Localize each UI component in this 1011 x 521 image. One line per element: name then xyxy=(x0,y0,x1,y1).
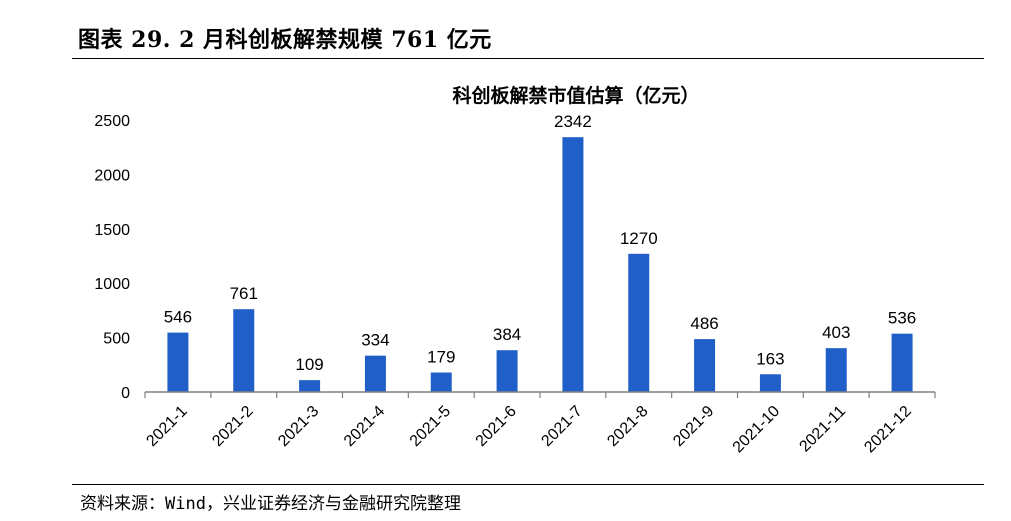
x-tick-label: 2021-10 xyxy=(730,403,784,457)
x-tick-label: 2021-7 xyxy=(538,403,585,450)
bar xyxy=(299,380,321,392)
x-tick-label: 2021-5 xyxy=(407,403,454,450)
data-label: 546 xyxy=(164,308,192,327)
x-tick-label: 2021-2 xyxy=(209,403,256,450)
data-label: 334 xyxy=(361,331,389,350)
data-label: 179 xyxy=(427,348,455,367)
title-rule xyxy=(72,58,984,59)
bar xyxy=(496,350,518,392)
data-label: 1270 xyxy=(620,229,658,248)
bar xyxy=(759,374,781,392)
data-label: 761 xyxy=(230,284,258,303)
x-tick-label: 2021-9 xyxy=(670,403,717,450)
data-label: 486 xyxy=(690,314,718,333)
y-axis-ticks: 0 500 1000 1500 2000 2500 xyxy=(94,113,130,402)
figure-title: 图表 29. 2 月科创板解禁规模 761 亿元 xyxy=(78,27,492,53)
x-tick-label: 2021-6 xyxy=(473,403,520,450)
bar xyxy=(430,372,452,392)
source-note: 资料来源：Wind，兴业证券经济与金融研究院整理 xyxy=(80,494,461,514)
y-tick-label: 1000 xyxy=(94,276,130,293)
bar xyxy=(562,137,584,392)
bar xyxy=(628,253,650,392)
x-tick-label: 2021-1 xyxy=(143,403,190,450)
data-label: 163 xyxy=(756,349,784,368)
y-tick-label: 500 xyxy=(103,331,130,348)
bar xyxy=(825,348,847,392)
data-label: 109 xyxy=(295,355,323,374)
x-tick-label: 2021-11 xyxy=(796,403,849,456)
bars xyxy=(167,137,913,392)
data-label: 384 xyxy=(493,325,521,344)
bar xyxy=(233,309,255,392)
bar xyxy=(167,332,189,392)
data-label: 536 xyxy=(888,309,916,328)
bar xyxy=(891,333,913,392)
y-tick-label: 1500 xyxy=(94,222,130,239)
x-axis-ticks: 2021-1 2021-2 2021-3 2021-4 2021-5 2021-6 2021… xyxy=(143,392,936,457)
x-tick-label: 2021-4 xyxy=(341,403,388,450)
x-tick-label: 2021-3 xyxy=(275,403,322,450)
y-tick-label: 2000 xyxy=(94,167,130,184)
data-label: 403 xyxy=(822,323,850,342)
y-tick-label: 0 xyxy=(121,385,130,402)
bar xyxy=(364,355,386,392)
source-rule xyxy=(72,484,984,485)
x-tick-label: 2021-8 xyxy=(604,403,651,450)
data-labels: 546 761 109 334 179 384 2342 1270 486 163 403 536 xyxy=(164,112,917,374)
y-tick-label: 2500 xyxy=(94,113,130,130)
chart-title: 科创板解禁市值估算（亿元） xyxy=(452,84,699,107)
bar xyxy=(694,339,716,392)
data-label: 2342 xyxy=(554,112,592,131)
x-tick-label: 2021-12 xyxy=(861,403,915,457)
